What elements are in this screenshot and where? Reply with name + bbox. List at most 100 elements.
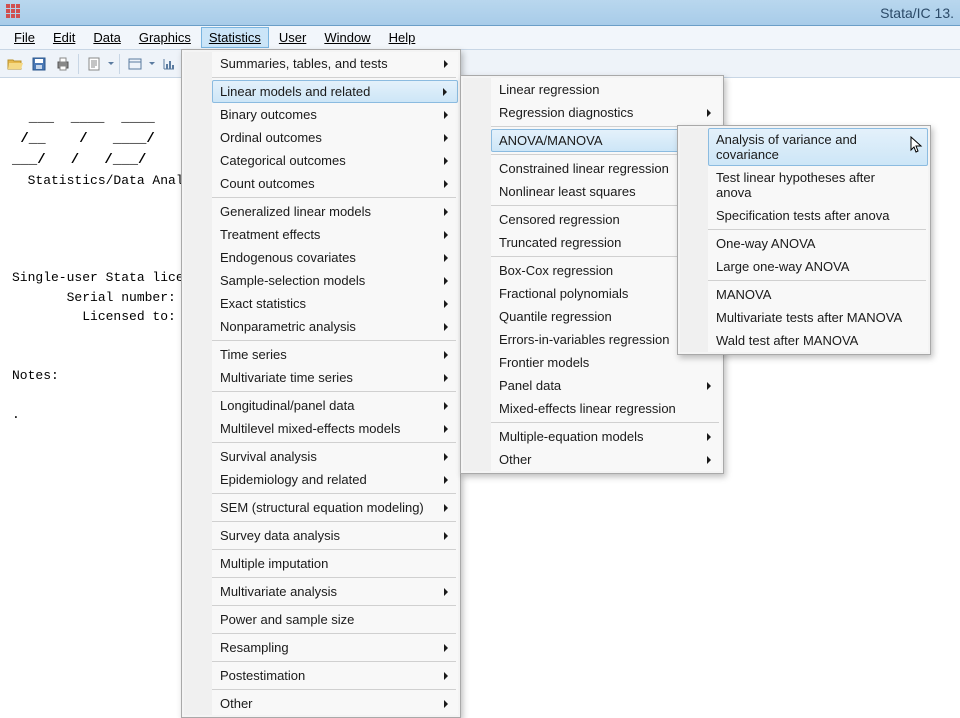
- menu-item[interactable]: Multivariate time series: [212, 366, 458, 389]
- log-icon[interactable]: [83, 53, 105, 75]
- stata-logo: /__ / ____/: [12, 131, 172, 147]
- menu-item[interactable]: MANOVA: [708, 283, 928, 306]
- menu-edit[interactable]: Edit: [45, 27, 83, 48]
- menu-item[interactable]: Large one-way ANOVA: [708, 255, 928, 278]
- menu-item[interactable]: Endogenous covariates: [212, 246, 458, 269]
- menu-item[interactable]: Multivariate analysis: [212, 580, 458, 603]
- menu-item-label: Survey data analysis: [220, 528, 340, 543]
- menu-item-label: Epidemiology and related: [220, 472, 367, 487]
- menu-item-label: Mixed-effects linear regression: [499, 401, 676, 416]
- menu-item[interactable]: Other: [212, 692, 458, 715]
- menu-item-label: Power and sample size: [220, 612, 354, 627]
- menu-file[interactable]: File: [6, 27, 43, 48]
- notes-label: Notes:: [12, 368, 59, 383]
- menu-item[interactable]: Exact statistics: [212, 292, 458, 315]
- license-line: Licensed to:: [12, 309, 176, 324]
- menu-item[interactable]: Longitudinal/panel data: [212, 394, 458, 417]
- menu-item-label: Categorical outcomes: [220, 153, 346, 168]
- menu-item[interactable]: Multiple-equation models: [491, 425, 721, 448]
- menu-item-label: Count outcomes: [220, 176, 315, 191]
- menu-separator: [212, 577, 456, 578]
- menu-item[interactable]: SEM (structural equation modeling): [212, 496, 458, 519]
- menu-item[interactable]: Time series: [212, 343, 458, 366]
- menu-item[interactable]: Summaries, tables, and tests: [212, 52, 458, 75]
- menu-item-label: Wald test after MANOVA: [716, 333, 858, 348]
- menu-item[interactable]: One-way ANOVA: [708, 232, 928, 255]
- menu-separator: [212, 633, 456, 634]
- subtitle: Statistics/Data Anal: [12, 173, 184, 188]
- menu-item-label: Resampling: [220, 640, 289, 655]
- menubar: File Edit Data Graphics Statistics User …: [0, 26, 960, 50]
- open-icon[interactable]: [4, 53, 26, 75]
- app-icon: [6, 4, 24, 22]
- menu-item[interactable]: Panel data: [491, 374, 721, 397]
- menu-item-label: Postestimation: [220, 668, 305, 683]
- menu-separator: [708, 280, 926, 281]
- stata-logo: ___ ____ ____: [12, 110, 172, 126]
- toolbar-separator: [119, 54, 120, 74]
- menu-data[interactable]: Data: [85, 27, 128, 48]
- menu-separator: [212, 521, 456, 522]
- menu-separator: [212, 493, 456, 494]
- menu-item[interactable]: Binary outcomes: [212, 103, 458, 126]
- print-icon[interactable]: [52, 53, 74, 75]
- log-dropdown[interactable]: [107, 59, 115, 68]
- menu-item[interactable]: Generalized linear models: [212, 200, 458, 223]
- menu-item[interactable]: Sample-selection models: [212, 269, 458, 292]
- menu-item[interactable]: Resampling: [212, 636, 458, 659]
- stata-logo: ___/ / /___/: [12, 152, 172, 168]
- menu-item[interactable]: Treatment effects: [212, 223, 458, 246]
- menu-user[interactable]: User: [271, 27, 314, 48]
- menu-graphics[interactable]: Graphics: [131, 27, 199, 48]
- menu-item-label: MANOVA: [716, 287, 771, 302]
- menu-item[interactable]: Linear regression: [491, 78, 721, 101]
- menu-item[interactable]: Survey data analysis: [212, 524, 458, 547]
- viewer-icon[interactable]: [124, 53, 146, 75]
- menu-item[interactable]: Mixed-effects linear regression: [491, 397, 721, 420]
- menu-item-label: Longitudinal/panel data: [220, 398, 354, 413]
- menu-item[interactable]: Power and sample size: [212, 608, 458, 631]
- menu-item-label: Analysis of variance and covariance: [716, 132, 908, 162]
- menu-item[interactable]: Categorical outcomes: [212, 149, 458, 172]
- menu-item-label: Other: [499, 452, 532, 467]
- menu-item-label: Quantile regression: [499, 309, 612, 324]
- menu-item[interactable]: Count outcomes: [212, 172, 458, 195]
- menu-item[interactable]: Multivariate tests after MANOVA: [708, 306, 928, 329]
- menu-help[interactable]: Help: [381, 27, 424, 48]
- menu-item[interactable]: Linear models and related: [212, 80, 458, 103]
- menu-item[interactable]: Other: [491, 448, 721, 471]
- menu-statistics[interactable]: Statistics: [201, 27, 269, 48]
- menu-item[interactable]: Postestimation: [212, 664, 458, 687]
- viewer-dropdown[interactable]: [148, 59, 156, 68]
- menu-item-label: ANOVA/MANOVA: [499, 133, 603, 148]
- menu-item[interactable]: Regression diagnostics: [491, 101, 721, 124]
- menu-item[interactable]: Analysis of variance and covariance: [708, 128, 928, 166]
- menu-item[interactable]: Multilevel mixed-effects models: [212, 417, 458, 440]
- menu-item[interactable]: Specification tests after anova: [708, 204, 928, 227]
- menu-separator: [491, 422, 719, 423]
- menu-item-label: Nonlinear least squares: [499, 184, 636, 199]
- menu-item[interactable]: Nonparametric analysis: [212, 315, 458, 338]
- menu-item-label: Nonparametric analysis: [220, 319, 356, 334]
- menu-window[interactable]: Window: [316, 27, 378, 48]
- menu-item[interactable]: Survival analysis: [212, 445, 458, 468]
- menu-item[interactable]: Test linear hypotheses after anova: [708, 166, 928, 204]
- menu-item[interactable]: Ordinal outcomes: [212, 126, 458, 149]
- menu-item-label: Multiple imputation: [220, 556, 328, 571]
- menu-item-label: SEM (structural equation modeling): [220, 500, 424, 515]
- menu-item-label: Linear models and related: [220, 84, 370, 99]
- menu-item-label: Multivariate tests after MANOVA: [716, 310, 902, 325]
- menu-item-label: Multilevel mixed-effects models: [220, 421, 400, 436]
- menu-item[interactable]: Multiple imputation: [212, 552, 458, 575]
- graph-icon[interactable]: [158, 53, 180, 75]
- menu-item-label: Survival analysis: [220, 449, 317, 464]
- prompt-dot: .: [12, 407, 20, 422]
- anova-manova-submenu: Analysis of variance and covariance Test …: [677, 125, 931, 355]
- menu-separator: [212, 77, 456, 78]
- save-icon[interactable]: [28, 53, 50, 75]
- menu-separator: [212, 340, 456, 341]
- menu-item[interactable]: Wald test after MANOVA: [708, 329, 928, 352]
- titlebar: Stata/IC 13.: [0, 0, 960, 26]
- menu-item[interactable]: Epidemiology and related: [212, 468, 458, 491]
- menu-item-label: Multiple-equation models: [499, 429, 644, 444]
